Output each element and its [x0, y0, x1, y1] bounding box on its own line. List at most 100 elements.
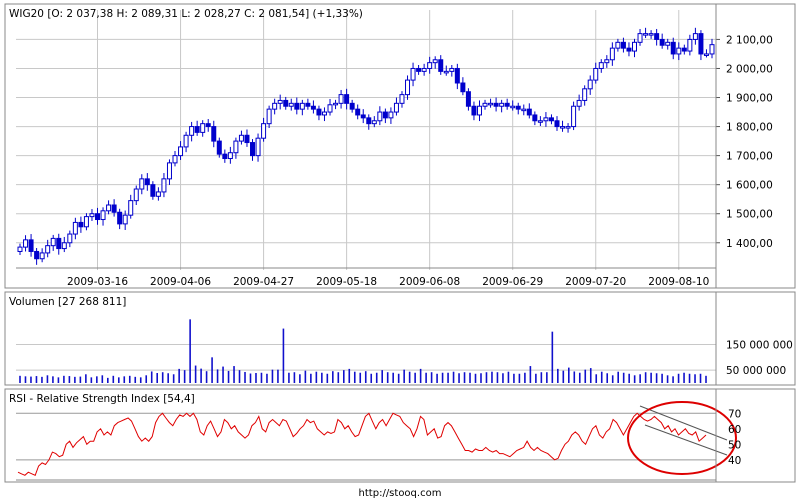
price-tick-label: 2 000,00	[726, 63, 773, 75]
candle-body	[366, 117, 372, 125]
candle-body	[609, 47, 615, 61]
candle-body	[316, 108, 322, 116]
candle-body	[576, 99, 582, 107]
rsi-layer	[17, 401, 737, 476]
candle-body	[266, 108, 272, 125]
candle-body	[61, 242, 67, 250]
candle-body	[283, 99, 289, 107]
candle-body	[100, 210, 106, 221]
rsi-tick-label: 50	[728, 439, 741, 451]
candle-body	[95, 213, 101, 221]
candle-body	[482, 102, 488, 107]
candle-body	[554, 120, 560, 128]
price-tick-label: 1 900,00	[726, 93, 773, 105]
candle-body	[393, 102, 399, 113]
candle-body	[172, 155, 178, 164]
candle-body	[233, 140, 239, 154]
price-tick-label: 1 700,00	[726, 151, 773, 163]
price-tick-label: 1 600,00	[726, 180, 773, 192]
candle-body	[310, 105, 316, 110]
candle-body	[615, 41, 621, 49]
candle-body	[382, 111, 388, 119]
candle-body	[117, 211, 123, 225]
candle-body	[604, 59, 610, 64]
candle-body	[349, 102, 355, 110]
rsi-tick-label: 70	[728, 408, 741, 420]
candle-body	[692, 33, 698, 40]
candle-body	[587, 79, 593, 90]
candle-body	[294, 102, 300, 110]
candle-body	[211, 126, 217, 142]
candle-body	[178, 146, 184, 157]
candle-body	[321, 111, 327, 116]
candle-body	[543, 117, 549, 122]
candle-body	[89, 213, 95, 218]
candle-body	[582, 88, 588, 101]
candles-layer	[17, 27, 715, 265]
candle-body	[327, 104, 333, 113]
candle-body	[150, 184, 156, 197]
date-tick-label: 2009-04-27	[233, 276, 294, 288]
candle-body	[493, 102, 499, 107]
candle-body	[665, 41, 671, 46]
candle-body	[189, 126, 195, 136]
candle-body	[34, 250, 40, 260]
candle-body	[333, 102, 339, 106]
price-panel-frame	[4, 3, 796, 289]
candle-body	[438, 59, 444, 72]
candle-body	[227, 152, 233, 160]
candle-body	[50, 237, 56, 247]
candle-body	[416, 67, 422, 72]
rsi-tick-label: 60	[728, 424, 741, 436]
candle-body	[17, 246, 23, 252]
candle-body	[499, 102, 505, 107]
candle-body	[106, 204, 112, 212]
price-tick-label: 2 100,00	[726, 34, 773, 46]
candle-body	[643, 33, 649, 36]
candle-body	[194, 126, 200, 133]
candle-body	[532, 114, 538, 122]
candle-body	[526, 108, 532, 116]
rsi-channel-lower	[644, 424, 728, 456]
candle-body	[139, 178, 145, 190]
footer-source-link[interactable]: http://stooq.com	[359, 488, 442, 499]
candle-body	[465, 91, 471, 107]
candle-body	[388, 111, 394, 119]
candle-body	[28, 239, 34, 252]
candle-body	[244, 134, 250, 144]
candle-body	[200, 123, 206, 133]
candle-body	[45, 245, 51, 254]
candle-body	[410, 67, 416, 81]
candle-body	[648, 33, 654, 36]
candle-body	[548, 117, 554, 122]
candle-body	[144, 178, 150, 186]
date-tick-label: 2009-03-16	[67, 276, 128, 288]
date-tick-label: 2009-07-20	[565, 276, 626, 288]
candle-body	[133, 188, 139, 202]
candle-body	[288, 102, 294, 107]
candle-body	[205, 123, 211, 128]
candle-body	[72, 221, 78, 235]
volume-panel-frame	[4, 291, 796, 386]
rsi-channel-upper	[639, 405, 728, 441]
candle-body	[56, 237, 62, 250]
candle-body	[687, 38, 693, 52]
volume-bars-layer	[19, 319, 707, 383]
candle-body	[598, 62, 604, 69]
date-tick-label: 2009-04-06	[150, 276, 211, 288]
candle-body	[521, 108, 527, 112]
candle-body	[344, 94, 350, 104]
candle-body	[620, 41, 626, 49]
volume-tick-label: 150 000 000	[726, 340, 793, 352]
candle-body	[698, 33, 704, 55]
volume-title: Volumen [27 268 811]	[9, 296, 126, 308]
candle-body	[421, 67, 427, 72]
candle-body	[427, 62, 433, 69]
candle-body	[443, 70, 449, 74]
candle-body	[222, 153, 228, 160]
price-tick-label: 1 400,00	[726, 238, 773, 250]
candle-body	[255, 137, 261, 157]
candle-body	[709, 44, 715, 55]
